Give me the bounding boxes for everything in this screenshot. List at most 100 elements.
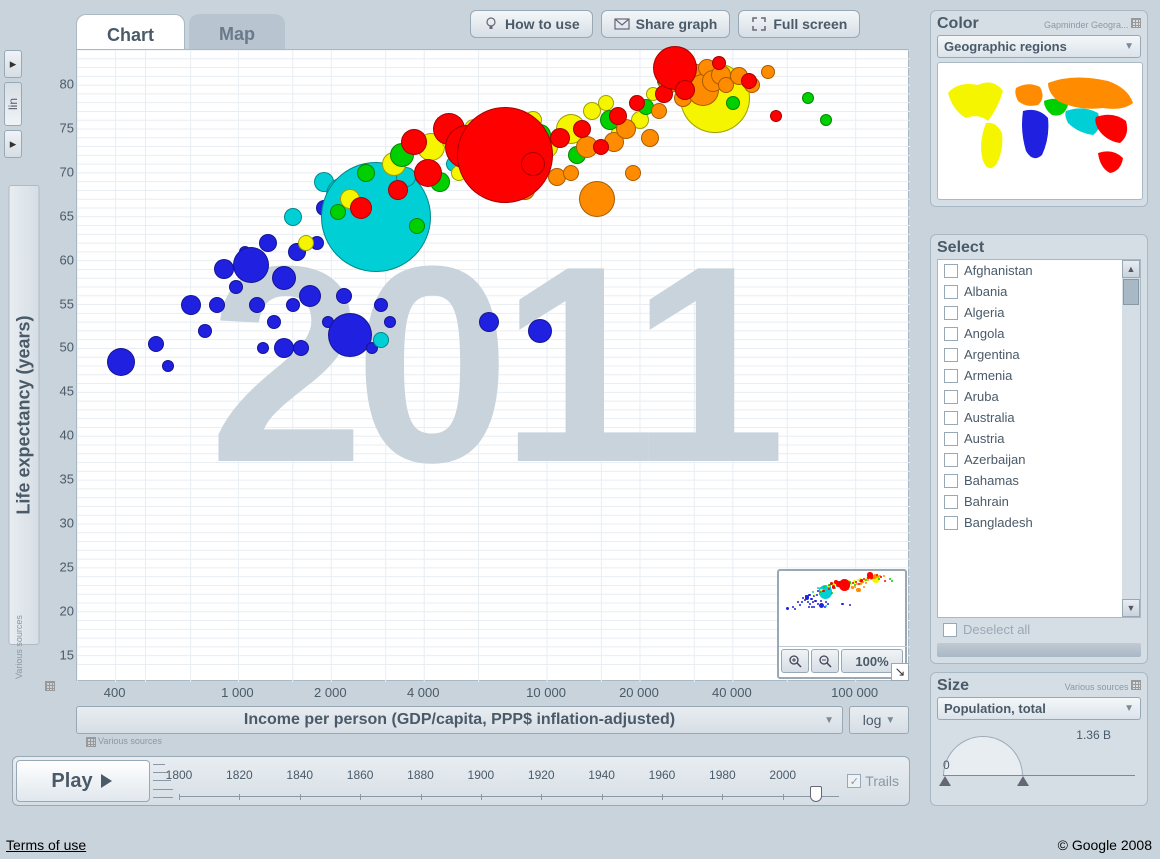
bubble[interactable] [293,340,309,356]
time-slider[interactable]: 1800182018401860188019001920194019601980… [179,760,839,802]
country-item[interactable]: Azerbaijan [938,449,1140,470]
deselect-row[interactable]: Deselect all [937,618,1141,641]
bubble[interactable] [528,319,552,343]
bubble[interactable] [625,165,641,181]
tab-chart[interactable]: Chart [76,14,185,54]
country-item[interactable]: Albania [938,281,1140,302]
y-axis-label[interactable]: Life expectancy (years) [9,185,40,645]
bubble[interactable] [388,180,408,200]
bubble[interactable] [384,316,396,328]
bubble[interactable] [272,266,296,290]
country-checkbox[interactable] [944,264,958,278]
resize-handle[interactable]: ↘ [891,663,909,681]
country-item[interactable]: Armenia [938,365,1140,386]
country-checkbox[interactable] [944,390,958,404]
country-checkbox[interactable] [944,327,958,341]
bubble[interactable] [298,235,314,251]
country-item[interactable]: Bangladesh [938,512,1140,533]
chart-plot-area[interactable]: 2011 100% ↘ [76,49,909,681]
country-checkbox[interactable] [944,432,958,446]
bubble[interactable] [274,338,294,358]
bubble[interactable] [726,96,740,110]
bubble[interactable] [761,65,775,79]
zoom-out-button[interactable] [811,649,839,673]
bubble[interactable] [198,324,212,338]
country-item[interactable]: Australia [938,407,1140,428]
size-dropdown[interactable]: Population, total ▼ [937,697,1141,720]
country-checkbox[interactable] [944,348,958,362]
size-grid-icon[interactable] [1131,680,1141,690]
bubble[interactable] [357,164,375,182]
bubble[interactable] [284,208,302,226]
bubble[interactable] [641,129,659,147]
bubble[interactable] [401,129,427,155]
bubble[interactable] [741,73,757,89]
tab-map[interactable]: Map [189,14,285,54]
bubble[interactable] [770,110,782,122]
bubble[interactable] [299,285,321,307]
bubble[interactable] [579,181,615,217]
bubble[interactable] [162,360,174,372]
trails-checkbox[interactable]: ✓ [847,774,861,788]
country-item[interactable]: Algeria [938,302,1140,323]
bubble[interactable] [651,103,667,119]
bubble[interactable] [267,315,281,329]
x-scale-toggle[interactable]: log ▼ [849,706,909,734]
country-item[interactable]: Aruba [938,386,1140,407]
play-button[interactable]: Play [16,760,150,802]
scroll-down-button[interactable]: ▼ [1122,599,1140,617]
bubble[interactable] [573,120,591,138]
bubble[interactable] [350,197,372,219]
share-button[interactable]: Share graph [601,10,731,38]
x-source-grid-icon[interactable] [86,737,96,747]
country-checkbox[interactable] [944,285,958,299]
color-grid-icon[interactable] [1131,18,1141,28]
bubble[interactable] [107,348,135,376]
country-item[interactable]: Afghanistan [938,260,1140,281]
bubble[interactable] [229,280,243,294]
color-dropdown[interactable]: Geographic regions ▼ [937,35,1141,58]
bubble[interactable] [550,128,570,148]
country-checkbox[interactable] [944,453,958,467]
bubble[interactable] [214,259,234,279]
bubble[interactable] [330,204,346,220]
country-checkbox[interactable] [944,516,958,530]
country-item[interactable]: Angola [938,323,1140,344]
size-max-handle[interactable] [1017,776,1029,786]
size-min-handle[interactable] [939,776,951,786]
deselect-checkbox[interactable] [943,623,957,637]
bubble[interactable] [233,247,269,283]
country-checkbox[interactable] [944,495,958,509]
bubble[interactable] [712,56,726,70]
world-map-legend[interactable] [937,62,1143,200]
country-checkbox[interactable] [944,306,958,320]
bubble[interactable] [409,218,425,234]
y-source-grid-icon[interactable] [45,681,55,691]
bubble[interactable] [148,336,164,352]
bubble[interactable] [336,288,352,304]
bubble[interactable] [629,95,645,111]
country-checkbox[interactable] [944,411,958,425]
y-expand-button[interactable]: ▸ [4,50,22,78]
bubble[interactable] [414,159,442,187]
zoom-in-button[interactable] [781,649,809,673]
country-item[interactable]: Bahrain [938,491,1140,512]
minimap-view[interactable] [779,571,907,647]
fullscreen-button[interactable]: Full screen [738,10,860,38]
bubble[interactable] [259,234,277,252]
scroll-up-button[interactable]: ▲ [1122,260,1140,278]
bubble[interactable] [373,332,389,348]
bubble[interactable] [609,107,627,125]
bubble[interactable] [374,298,388,312]
country-item[interactable]: Austria [938,428,1140,449]
bubble[interactable] [257,342,269,354]
search-strip[interactable] [937,643,1141,657]
bubble[interactable] [521,152,545,176]
country-item[interactable]: Bahamas [938,470,1140,491]
bubble[interactable] [593,139,609,155]
bubble[interactable] [181,295,201,315]
bubble[interactable] [209,297,225,313]
bubble[interactable] [802,92,814,104]
bubble[interactable] [563,165,579,181]
country-checkbox[interactable] [944,474,958,488]
